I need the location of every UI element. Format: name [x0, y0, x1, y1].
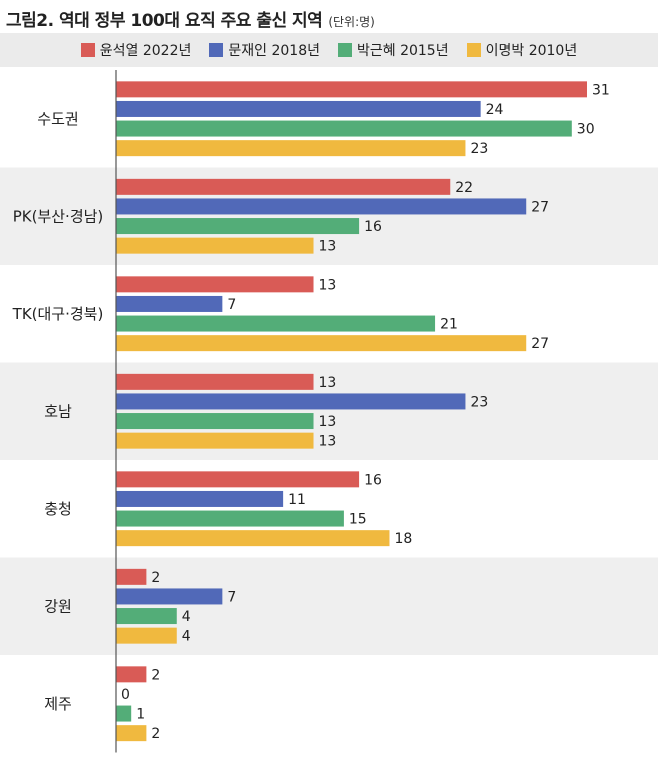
- bar: [116, 627, 177, 644]
- legend-label-yoon: 윤석열 2022년: [99, 43, 192, 59]
- data-label: 0: [121, 687, 130, 703]
- category-label: 호남: [44, 402, 72, 420]
- data-label: 16: [364, 472, 382, 488]
- legend-swatch-yoon: [80, 43, 95, 57]
- data-label: 21: [440, 317, 458, 333]
- data-label: 13: [319, 375, 337, 391]
- bar: [116, 393, 466, 410]
- chart-title: 그림2. 역대 정부 100대 요직 주요 출신 지역: [6, 11, 323, 31]
- bar: [116, 218, 360, 235]
- legend-item-moon: 문재인 2018년: [209, 40, 320, 60]
- data-label: 2: [151, 570, 160, 586]
- group-band: [0, 362, 658, 460]
- bar: [116, 315, 436, 332]
- category-label: 강원: [44, 597, 72, 615]
- bar: [116, 705, 132, 722]
- bar: [116, 237, 314, 254]
- category-label: 수도권: [37, 110, 78, 128]
- data-label: 24: [486, 102, 504, 118]
- legend-swatch-park: [338, 43, 352, 57]
- data-label: 13: [319, 414, 337, 430]
- bar-chart: 수도권31243023PK(부산·경남)22271613TK(대구·경북)137…: [0, 70, 658, 753]
- data-label: 7: [227, 589, 236, 605]
- legend-swatch-lee: [466, 43, 481, 57]
- data-label: 22: [455, 180, 473, 196]
- data-label: 13: [319, 434, 337, 450]
- data-label: 30: [577, 122, 595, 138]
- bar: [116, 666, 147, 683]
- bar: [116, 178, 451, 195]
- data-label: 31: [592, 82, 610, 98]
- bar: [116, 335, 527, 352]
- legend: 윤석열 2022년 문재인 2018년 박근혜 2015년 이명박 2010년: [0, 33, 658, 67]
- data-label: 27: [531, 336, 549, 352]
- data-label: 1: [136, 707, 145, 723]
- bar: [116, 510, 344, 527]
- title-row: 그림2. 역대 정부 100대 요직 주요 출신 지역 (단위:명): [6, 6, 375, 31]
- data-label: 4: [182, 629, 191, 645]
- bar: [116, 490, 284, 507]
- category-label: 충청: [44, 500, 72, 518]
- bar: [116, 530, 390, 547]
- category-label: TK(대구·경북): [12, 305, 104, 323]
- bar: [116, 81, 587, 98]
- data-label: 27: [531, 199, 549, 215]
- legend-label-lee: 이명박 2010년: [485, 43, 578, 59]
- category-label: PK(부산·경남): [13, 207, 104, 225]
- bar: [116, 608, 177, 625]
- bar: [116, 725, 147, 742]
- data-label: 23: [470, 394, 488, 410]
- legend-item-park: 박근혜 2015년: [338, 40, 449, 60]
- bar: [116, 432, 314, 449]
- category-label: 제주: [44, 695, 72, 713]
- bar: [116, 471, 360, 488]
- bar: [116, 568, 147, 585]
- data-label: 2: [151, 667, 160, 683]
- legend-label-moon: 문재인 2018년: [228, 43, 320, 59]
- bar: [116, 100, 481, 117]
- data-label: 2: [151, 726, 160, 742]
- bar: [116, 295, 223, 312]
- data-label: 18: [394, 531, 412, 547]
- group-band: [0, 557, 658, 655]
- bar: [116, 120, 572, 137]
- data-label: 7: [227, 297, 236, 313]
- bar: [116, 373, 314, 390]
- data-label: 15: [349, 512, 367, 528]
- legend-swatch-moon: [209, 43, 224, 57]
- bar: [116, 198, 527, 215]
- bar: [116, 140, 466, 157]
- legend-item-yoon: 윤석열 2022년: [80, 40, 192, 60]
- bar: [116, 276, 314, 293]
- data-label: 16: [364, 219, 382, 235]
- data-label: 23: [470, 141, 488, 157]
- data-label: 4: [182, 609, 191, 625]
- data-label: 11: [288, 492, 306, 508]
- legend-item-lee: 이명박 2010년: [466, 40, 578, 60]
- bar: [116, 588, 223, 605]
- data-label: 13: [319, 277, 337, 293]
- data-label: 13: [319, 239, 337, 255]
- bar: [116, 413, 314, 430]
- chart-unit: (단위:명): [328, 15, 375, 29]
- legend-label-park: 박근혜 2015년: [357, 43, 449, 59]
